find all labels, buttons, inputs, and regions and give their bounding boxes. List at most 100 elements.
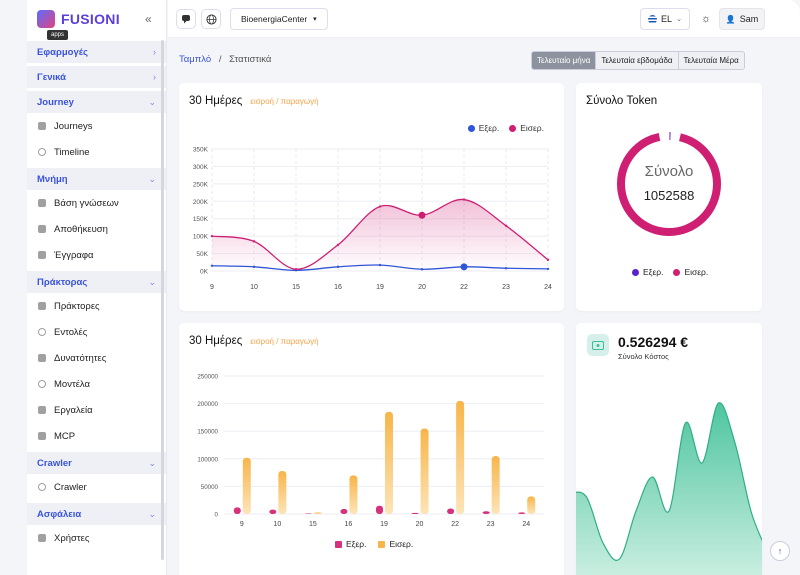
tab-last-day[interactable]: Τελευταία Μέρα	[677, 52, 744, 69]
tokens-chart-title: 30 Ημέρες εισροή / παραγωγή	[189, 95, 319, 107]
workspace-selector[interactable]: BioenergiaCenter ▾	[230, 8, 328, 30]
sidebar-item-label: Εντολές	[54, 326, 88, 338]
sidebar-section-label: Μνήμη	[37, 173, 68, 185]
sidebar-item[interactable]: MCP	[27, 423, 166, 449]
bar-legend-inbound[interactable]: Εισερ.	[378, 539, 413, 549]
tab-last-week[interactable]: Τελευταία εβδομάδα	[595, 52, 678, 69]
y-tick-label: 250000	[197, 374, 218, 381]
tab-last-month[interactable]: Τελευταίο μήνα	[532, 52, 596, 69]
bar-inbound	[349, 475, 358, 514]
cost-chart-title-text: 30 Ημέρες	[189, 335, 243, 347]
x-tick-label: 16	[345, 521, 353, 528]
tokens-chart-legend: Εξερ. Εισερ.	[467, 123, 544, 133]
sidebar-item[interactable]: Crawler	[27, 474, 166, 500]
bar-inbound	[313, 512, 322, 514]
brand[interactable]: FUSIONI	[27, 0, 166, 38]
theme-toggle[interactable]: ☼	[696, 9, 716, 29]
bar-inbound	[420, 428, 429, 514]
sidebar-scrollbar[interactable]	[161, 40, 164, 560]
bar-inbound	[527, 496, 536, 514]
sidebar-item-label: Έγγραφα	[54, 249, 94, 261]
sidebar-section[interactable]: Πράκτορας ⌄	[27, 271, 166, 293]
breadcrumb-home-link[interactable]: Ταμπλό	[179, 54, 212, 65]
sidebar-item-label: Χρήστες	[54, 532, 90, 544]
globe-button[interactable]	[201, 9, 221, 29]
user-menu[interactable]: 👤 Sam	[719, 8, 765, 30]
inbound-area	[212, 199, 548, 271]
user-icon	[38, 302, 46, 310]
sidebar-section[interactable]: Γενικά ›	[27, 66, 166, 88]
tokens-line-chart: 0K 50K 100K 150K 200K 250K 300K 350K 9 10 15 16 19 20…	[193, 147, 552, 292]
sidebar-item[interactable]: Αποθήκευση	[27, 216, 166, 242]
sidebar-item[interactable]: Timeline	[27, 139, 166, 165]
data-point	[546, 258, 550, 262]
donut-center-value: 1052588	[644, 188, 695, 203]
tokens-chart-subtitle: εισροή / παραγωγή	[250, 97, 319, 106]
cost-bar-card: 30 Ημέρες εισροή / παραγωγή 0 50000 100000 1…	[179, 323, 564, 575]
cost-chart-title: 30 Ημέρες εισροή / παραγωγή	[189, 335, 319, 347]
cost-line	[576, 402, 762, 561]
bar-legend-outbound-label: Εξερ.	[346, 539, 367, 549]
sidebar-item[interactable]: Εργαλεία	[27, 397, 166, 423]
legend-outbound[interactable]: Εξερ.	[467, 123, 499, 133]
sidebar-item[interactable]: Εντολές	[27, 319, 166, 345]
total-cost-value: 0.526294 €	[618, 334, 689, 350]
chevron-right-icon: ›	[153, 72, 156, 82]
sidebar-section-label: Πράκτορας	[37, 276, 88, 288]
collapse-sidebar-icon[interactable]: «	[145, 12, 152, 26]
bar-outbound	[340, 509, 348, 514]
y-tick-label: 100K	[193, 234, 209, 241]
sidebar-item[interactable]: Βάση γνώσεων	[27, 190, 166, 216]
cost-bar-chart: 0 50000 100000 150000 200000 250000 9 10 15 16 19 2…	[197, 374, 544, 528]
data-point	[252, 240, 256, 243]
user-icon: 👤	[725, 14, 736, 24]
donut-legend-inbound-swatch	[673, 269, 681, 276]
book-icon	[38, 122, 46, 130]
bar-outbound	[269, 509, 277, 514]
sidebar-section-label: Crawler	[37, 457, 72, 469]
bar-inbound	[456, 400, 465, 514]
x-tick-label: 20	[418, 284, 426, 291]
sidebar-item[interactable]: Έγγραφα	[27, 242, 166, 268]
highlight-point	[418, 211, 426, 219]
sidebar-section[interactable]: Journey ⌄	[27, 91, 166, 113]
user-icon	[38, 534, 46, 542]
top-bar: BioenergiaCenter ▾ EL ⌄ ☼ 👤 Sam	[168, 0, 800, 38]
x-tick-label: 23	[487, 521, 495, 528]
sidebar-item-label: Αποθήκευση	[54, 223, 108, 235]
sidebar-item[interactable]: Μοντέλα	[27, 371, 166, 397]
sidebar-item-label: Δυνατότητες	[54, 352, 107, 364]
language-selector[interactable]: EL ⌄	[640, 8, 690, 30]
bar-outbound	[447, 508, 455, 514]
chevron-down-icon: ⌄	[148, 96, 156, 107]
sidebar-item-label: Βάση γνώσεων	[54, 197, 119, 209]
x-tick-label: 15	[292, 284, 300, 291]
y-tick-label: 150K	[193, 216, 209, 223]
sidebar-item[interactable]: Δυνατότητες	[27, 345, 166, 371]
sidebar-sections: Εφαρμογές › Γενικά › Journey ⌄ Journeys Timelin…	[27, 41, 166, 551]
sidebar-section[interactable]: Μνήμη ⌄	[27, 168, 166, 190]
sidebar-item[interactable]: Χρήστες	[27, 525, 166, 551]
x-tick-label: 23	[502, 284, 510, 291]
storage-icon	[38, 225, 46, 233]
donut-legend-inbound[interactable]: Εισερ.	[673, 267, 708, 277]
bar-outbound	[233, 507, 241, 514]
bar-legend-outbound[interactable]: Εξερ.	[335, 539, 366, 549]
legend-inbound[interactable]: Εισερ.	[509, 123, 544, 133]
sidebar-item[interactable]: Πράκτορες	[27, 293, 166, 319]
sidebar-item[interactable]: Journeys	[27, 113, 166, 139]
sidebar-section[interactable]: Εφαρμογές ›	[27, 41, 166, 63]
sidebar-section[interactable]: Ασφάλεια ⌄	[27, 503, 166, 525]
x-tick-label: 20	[416, 521, 424, 528]
data-point	[294, 268, 298, 271]
sidebar-item-label: Πράκτορες	[54, 300, 100, 312]
cost-chart-subtitle: εισροή / παραγωγή	[250, 337, 319, 346]
y-tick-label: 50000	[201, 484, 219, 491]
sidebar-section[interactable]: Crawler ⌄	[27, 452, 166, 474]
scroll-to-top-button[interactable]: ↑	[770, 541, 790, 561]
chat-bubble-button[interactable]	[176, 9, 196, 29]
donut-legend-outbound[interactable]: Εξερ.	[632, 267, 663, 277]
greek-flag-icon	[648, 14, 658, 24]
bar-legend-inbound-label: Εισερ.	[389, 539, 414, 549]
y-tick-label: 350K	[193, 147, 209, 154]
